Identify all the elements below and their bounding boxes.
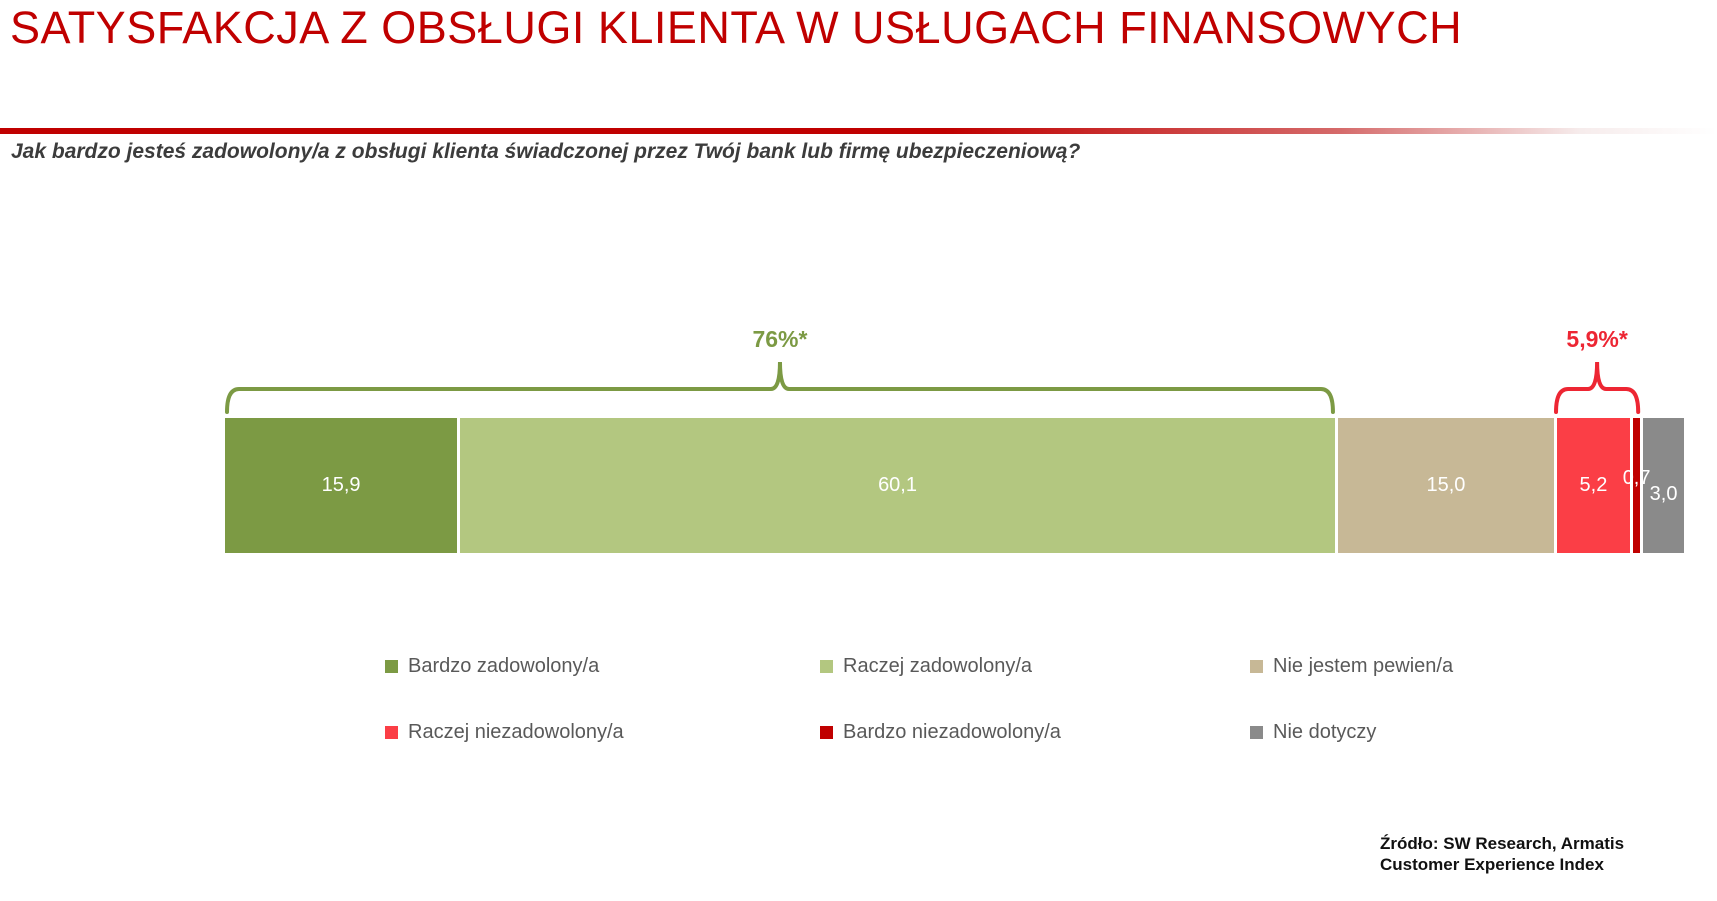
bracket-path: [225, 361, 1335, 414]
survey-question: Jak bardzo jesteś zadowolony/a z obsługi…: [11, 140, 1081, 163]
legend-label: Raczej zadowolony/a: [843, 654, 1032, 677]
bar-segment-value: 15,9: [321, 474, 361, 496]
legend-item-raczej-niezadowolony-a: Raczej niezadowolony/a: [385, 719, 624, 745]
legend-label: Nie jestem pewien/a: [1273, 654, 1454, 677]
bracket-path: [1554, 361, 1641, 414]
bar-segment-value: 0,7: [1622, 467, 1651, 489]
legend-item-nie-jestem-pewien-a: Nie jestem pewien/a: [1250, 653, 1453, 679]
bar-segment-nie-jestem-pewien-a: 15,0: [1334, 418, 1554, 553]
legend-label: Bardzo zadowolony/a: [408, 654, 600, 677]
legend-label: Raczej niezadowolony/a: [408, 720, 624, 743]
bar-segment-raczej-niezadowolony-a: 5,2: [1554, 418, 1630, 553]
source-line-2: Customer Experience Index: [1380, 855, 1604, 875]
legend-swatch-icon: [820, 659, 833, 673]
legend-swatch-icon: [385, 725, 398, 739]
bar-segment-nie-dotyczy: 3,0: [1640, 418, 1684, 553]
legend-label: Bardzo niezadowolony/a: [843, 720, 1061, 743]
legend-swatch-icon: [385, 659, 398, 673]
bar-segment-value: 60,1: [878, 474, 917, 496]
bar-segment-value: 15,0: [1426, 474, 1466, 496]
page-title: SATYSFAKCJA Z OBSŁUGI KLIENTA W USŁUGACH…: [10, 2, 1463, 53]
bracket-label-satisfied: 76%*: [752, 326, 808, 352]
source-line-1: Źródło: SW Research, Armatis: [1380, 834, 1625, 853]
legend-swatch-icon: [1250, 659, 1263, 673]
stacked-bar: 15,9 60,1 15,0 5,2 0,7 3,0: [0, 418, 1717, 553]
bar-segment-bardzo-zadowolony-a: 15,9: [225, 418, 458, 553]
bar-segment-value: 5,2: [1579, 474, 1608, 496]
stacked-bar-chart: 76%* 5,9%* 15,9 60,1 15,0 5,2 0,7 3,0: [0, 326, 1717, 553]
legend-swatch-icon: [1250, 725, 1263, 739]
legend-item-raczej-zadowolony-a: Raczej zadowolony/a: [820, 653, 1032, 679]
legend-swatch-icon: [820, 725, 833, 739]
bracket-annotations: [225, 361, 1641, 414]
accent-rule: [0, 128, 1717, 134]
bar-segment-raczej-zadowolony-a: 60,1: [457, 418, 1335, 553]
source-note: Źródło: SW Research, Armatis Customer Ex…: [1380, 833, 1624, 876]
legend-item-nie-dotyczy: Nie dotyczy: [1250, 719, 1376, 745]
bar-segment-value: 3,0: [1649, 483, 1678, 505]
bar-segment-bardzo-niezadowolony-a: 0,7: [1623, 418, 1651, 553]
legend-item-bardzo-zadowolony-a: Bardzo zadowolony/a: [385, 653, 599, 679]
legend-label: Nie dotyczy: [1273, 720, 1377, 743]
legend-item-bardzo-niezadowolony-a: Bardzo niezadowolony/a: [820, 719, 1061, 745]
bracket-label-dissatisfied: 5,9%*: [1566, 326, 1628, 352]
